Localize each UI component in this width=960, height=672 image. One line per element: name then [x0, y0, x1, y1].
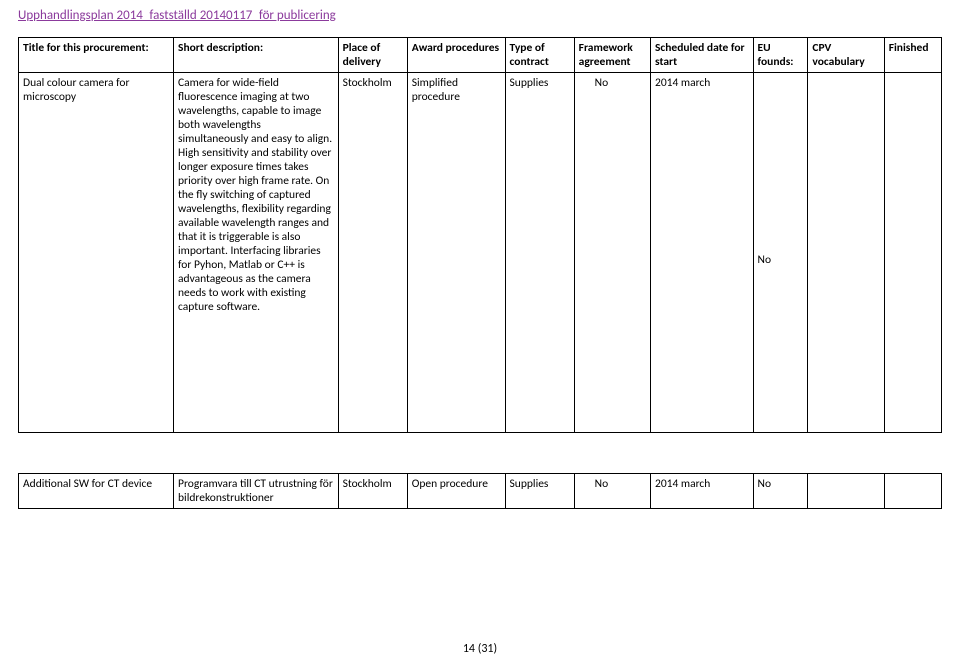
cell-place: Stockholm	[338, 474, 407, 509]
cell-eu: No	[753, 73, 808, 433]
cell-award: Open procedure	[407, 474, 505, 509]
col-eu: EU founds:	[753, 38, 808, 73]
cell-title: Dual colour camera for microscopy	[19, 73, 174, 433]
cell-date: 2014 march	[650, 73, 753, 433]
cell-framework: No	[574, 474, 650, 509]
cell-framework: No	[574, 73, 650, 433]
cell-cpv	[808, 73, 884, 433]
col-desc: Short description:	[174, 38, 339, 73]
cell-type: Supplies	[505, 73, 574, 433]
col-framework: Framework agreement	[574, 38, 650, 73]
procurement-table-2: Additional SW for CT device Programvara …	[18, 473, 942, 509]
cell-finished	[884, 73, 941, 433]
document-title: Upphandlingsplan 2014_fastställd 2014011…	[18, 8, 942, 23]
table-row: Additional SW for CT device Programvara …	[19, 474, 942, 509]
cell-place: Stockholm	[338, 73, 407, 433]
cell-award: Simplified procedure	[407, 73, 505, 433]
col-place: Place of delivery	[338, 38, 407, 73]
cell-cpv	[808, 474, 884, 509]
col-title: Title for this procurement:	[19, 38, 174, 73]
col-finished: Finished	[884, 38, 941, 73]
cell-eu: No	[753, 474, 808, 509]
cell-desc: Programvara till CT utrustning för bildr…	[174, 474, 339, 509]
cell-date: 2014 march	[650, 474, 753, 509]
col-date: Scheduled date for start	[650, 38, 753, 73]
cell-title: Additional SW for CT device	[19, 474, 174, 509]
col-cpv: CPV vocabulary	[808, 38, 884, 73]
table-header-row: Title for this procurement: Short descri…	[19, 38, 942, 73]
table-row: Dual colour camera for microscopy Camera…	[19, 73, 942, 433]
page-number: 14 (31)	[0, 642, 960, 656]
cell-desc: Camera for wide-field fluorescence imagi…	[174, 73, 339, 433]
cell-finished	[884, 474, 941, 509]
cell-type: Supplies	[505, 474, 574, 509]
col-award: Award procedures	[407, 38, 505, 73]
col-type: Type of contract	[505, 38, 574, 73]
procurement-table-1: Title for this procurement: Short descri…	[18, 37, 942, 433]
